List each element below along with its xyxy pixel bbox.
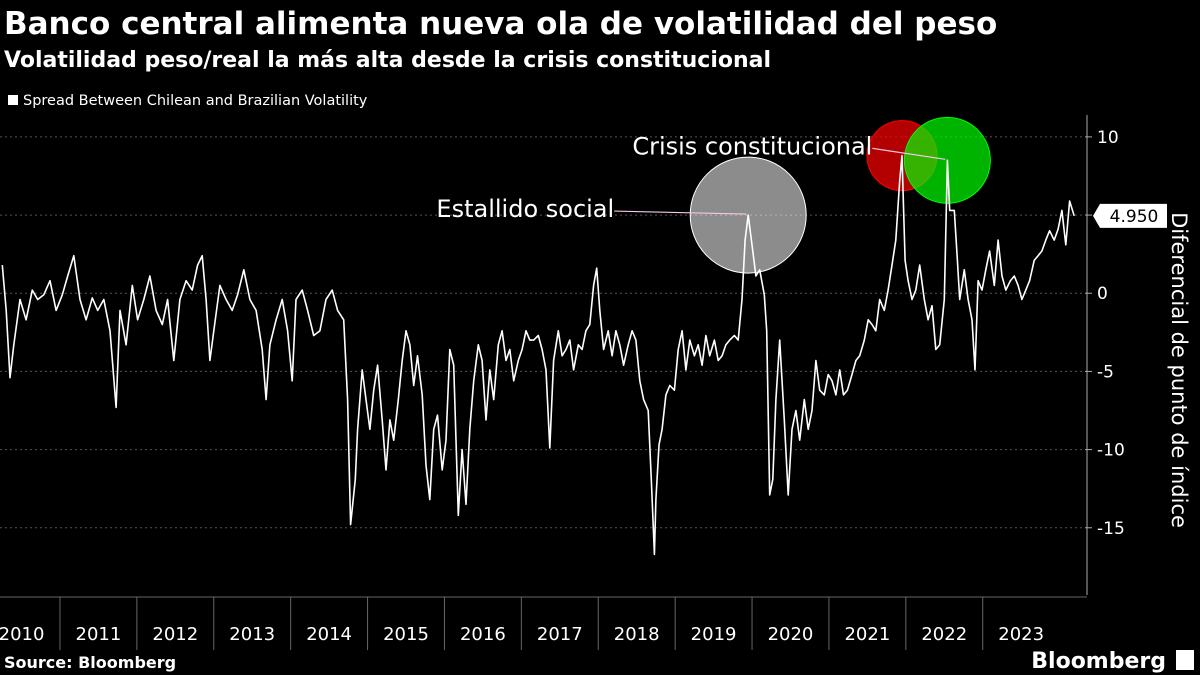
annotation-arrow [614,210,747,215]
y-axis-title: Diferencial de punto de índice [1167,212,1191,528]
x-tick-label: 2011 [76,624,122,645]
y-tick-label: -10 [1097,441,1125,461]
annotation-text: Crisis constitucional [632,132,872,160]
x-tick-label: 2023 [998,624,1044,645]
source: Source: Bloomberg [4,653,176,672]
x-tick-label: 2016 [460,624,506,645]
x-tick-label: 2019 [691,624,737,645]
chart-subtitle: Volatilidad peso/real la más alta desde … [4,48,771,73]
x-tick-label: 2021 [844,624,890,645]
y-tick-label: 0 [1097,284,1108,304]
series-line [1,154,1075,556]
latest-label: 4.950 [1110,207,1159,227]
x-tick-label: 2012 [152,624,198,645]
x-tick-label: 2018 [614,624,660,645]
legend-swatch [8,95,18,105]
brand-icon [1176,650,1194,670]
x-tick-label: 2010 [0,624,44,645]
x-tick-label: 2020 [768,624,814,645]
legend-label: Spread Between Chilean and Brazilian Vol… [23,93,368,109]
y-tick-label: 10 [1097,128,1119,148]
x-tick-label: 2014 [306,624,352,645]
chart-title: Banco central alimenta nueva ola de vola… [4,6,997,42]
y-tick-label: -15 [1097,519,1125,539]
y-tick-label: -5 [1097,362,1114,382]
x-tick-label: 2013 [229,624,275,645]
annotation-arrow [872,147,946,160]
annotation-text: Estallido social [436,195,614,223]
brand: Bloomberg [1031,649,1166,674]
x-tick-label: 2022 [921,624,967,645]
x-tick-label: 2017 [537,624,583,645]
latest-label-box [1093,203,1167,228]
x-tick-label: 2015 [383,624,429,645]
